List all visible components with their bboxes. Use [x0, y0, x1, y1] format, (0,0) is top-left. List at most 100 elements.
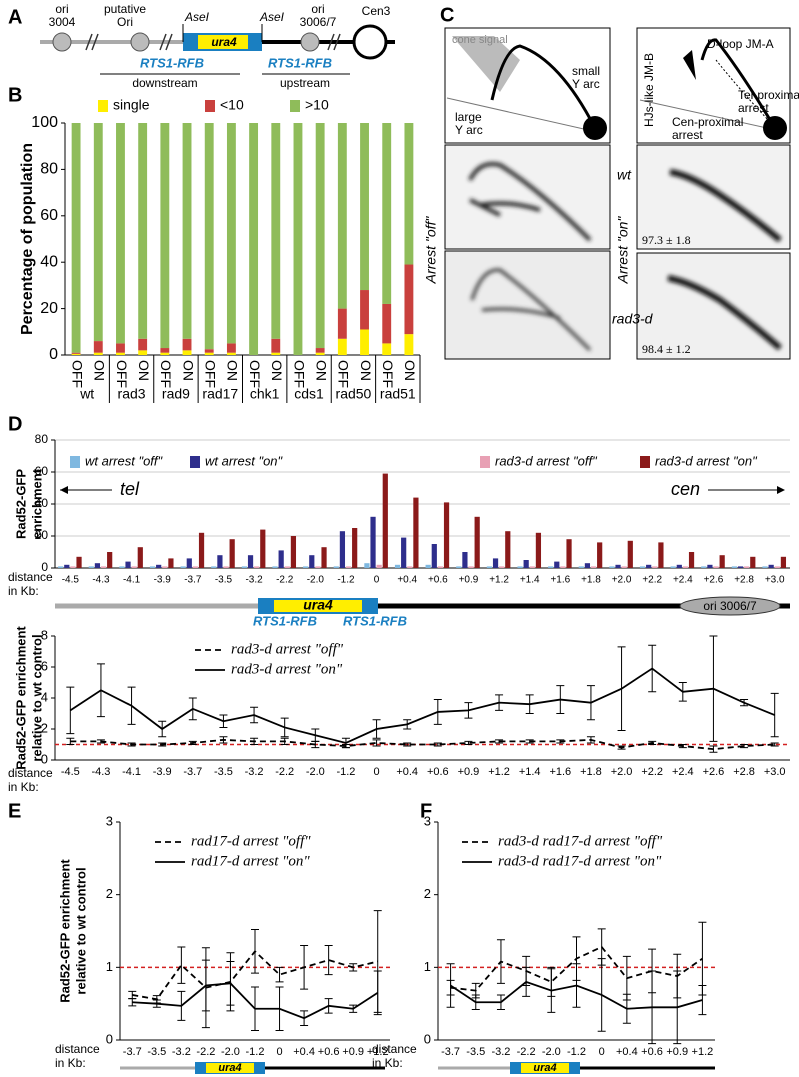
x-tick-label: +1.6 [549, 766, 571, 778]
label: small [572, 64, 600, 78]
label: ori [55, 2, 68, 16]
x-tick-label: +0.6 [427, 766, 449, 778]
bar [597, 542, 603, 568]
bar [309, 555, 315, 568]
bar [768, 564, 774, 568]
y-axis-title: Rad52-GFP enrichment [57, 859, 72, 1003]
x-tick-label: -4.1 [123, 575, 141, 586]
x-tick-label: OFF [291, 360, 307, 388]
x-tick-label: -2.2 [517, 1046, 536, 1058]
x-tick-label: -3.9 [154, 575, 172, 586]
y-axis-title: relative to wt control [29, 634, 44, 761]
x-tick-label: +1.2 [488, 766, 510, 778]
x-tick-label: 0 [374, 575, 380, 586]
bar [192, 566, 199, 568]
y-tick-label: 20 [40, 300, 58, 317]
y-tick-label: 2 [41, 720, 48, 735]
x-tick-label: +0.4 [293, 1046, 315, 1058]
bar-segment [160, 352, 170, 355]
x-tick-label: +2.6 [703, 766, 725, 778]
legend-label: <10 [220, 97, 244, 113]
x-tick-label: +3.0 [765, 575, 785, 586]
bar [247, 555, 254, 568]
label: Ori [117, 15, 133, 29]
bar [431, 544, 437, 568]
bar-segment [138, 338, 148, 351]
error-bar [770, 742, 779, 747]
x-tick-label: -3.2 [172, 1046, 191, 1058]
bar [713, 566, 719, 568]
legend-label: rad17-d arrest "off" [191, 833, 311, 849]
y-tick-label: 80 [40, 161, 58, 178]
x-tick-label: +1.8 [580, 766, 602, 778]
bar-segment [71, 123, 81, 353]
y-axis-title: relative to wt control [73, 867, 88, 994]
x-axis-title: distance [8, 570, 53, 584]
legend-label: >10 [305, 97, 329, 113]
label: putative [104, 2, 146, 16]
bar [670, 566, 676, 568]
x-tick-label: +0.6 [318, 1046, 340, 1058]
bar-segment [204, 349, 214, 353]
bar [413, 497, 419, 568]
label: ura4 [211, 35, 237, 49]
label: downstream [132, 76, 197, 90]
bar [652, 566, 658, 568]
bar [456, 566, 462, 568]
bar [701, 566, 707, 568]
bar [229, 539, 235, 568]
y-tick-label: 2 [424, 886, 431, 901]
label: RTS1-RFB [268, 55, 332, 70]
x-axis-title: in Kb: [372, 1056, 403, 1070]
label: arrest [738, 101, 769, 115]
annotation: cen [671, 479, 700, 499]
x-tick-label: +2.6 [704, 575, 724, 586]
x-tick-label: ON [269, 360, 285, 381]
bar [609, 566, 615, 568]
bar [737, 566, 744, 568]
legend-label: rad3-d rad17-d arrest "off" [498, 833, 663, 849]
line [70, 738, 775, 751]
y-tick-label: 1 [424, 959, 431, 974]
legend-label: rad3-d arrest "off" [495, 453, 598, 468]
legend-swatch [70, 456, 80, 468]
bar [566, 539, 572, 568]
x-tick-label: +1.4 [520, 575, 540, 586]
bar [401, 537, 407, 568]
label: AseI [184, 10, 210, 24]
x-tick-label: +0.9 [458, 766, 480, 778]
x-tick-label: +1.2 [489, 575, 509, 586]
y-tick-label: 100 [31, 114, 58, 131]
y-tick-label: 60 [40, 207, 58, 224]
label: ura4 [303, 597, 333, 613]
bar [162, 566, 168, 568]
legend-swatch [98, 100, 108, 112]
bar [505, 531, 511, 568]
x-tick-label: 0 [276, 1046, 282, 1058]
bar [217, 555, 223, 568]
bar [260, 529, 266, 568]
bar [272, 566, 278, 568]
y-tick-label: 3 [106, 813, 113, 828]
legend-label: rad17-d arrest "on" [191, 853, 310, 869]
bar [646, 564, 652, 568]
label: upstream [280, 76, 330, 90]
x-tick-label: +0.4 [396, 766, 418, 778]
bar-segment [382, 303, 392, 344]
bar-segment [337, 308, 347, 339]
bar-segment [315, 123, 325, 349]
y-tick-label: 6 [41, 658, 48, 673]
bar-segment [138, 350, 148, 355]
legend-label: wt arrest "on" [205, 453, 284, 468]
bar [707, 564, 713, 568]
bar-segment [226, 352, 236, 355]
bar-segment [116, 123, 125, 344]
error-bar [403, 742, 412, 747]
error-bar [464, 740, 473, 745]
label: D-loop JM-A [707, 37, 774, 51]
bar-segment [271, 338, 281, 353]
bar-segment [382, 343, 392, 355]
bar [474, 516, 480, 568]
bar [676, 564, 682, 568]
bar [186, 558, 192, 568]
